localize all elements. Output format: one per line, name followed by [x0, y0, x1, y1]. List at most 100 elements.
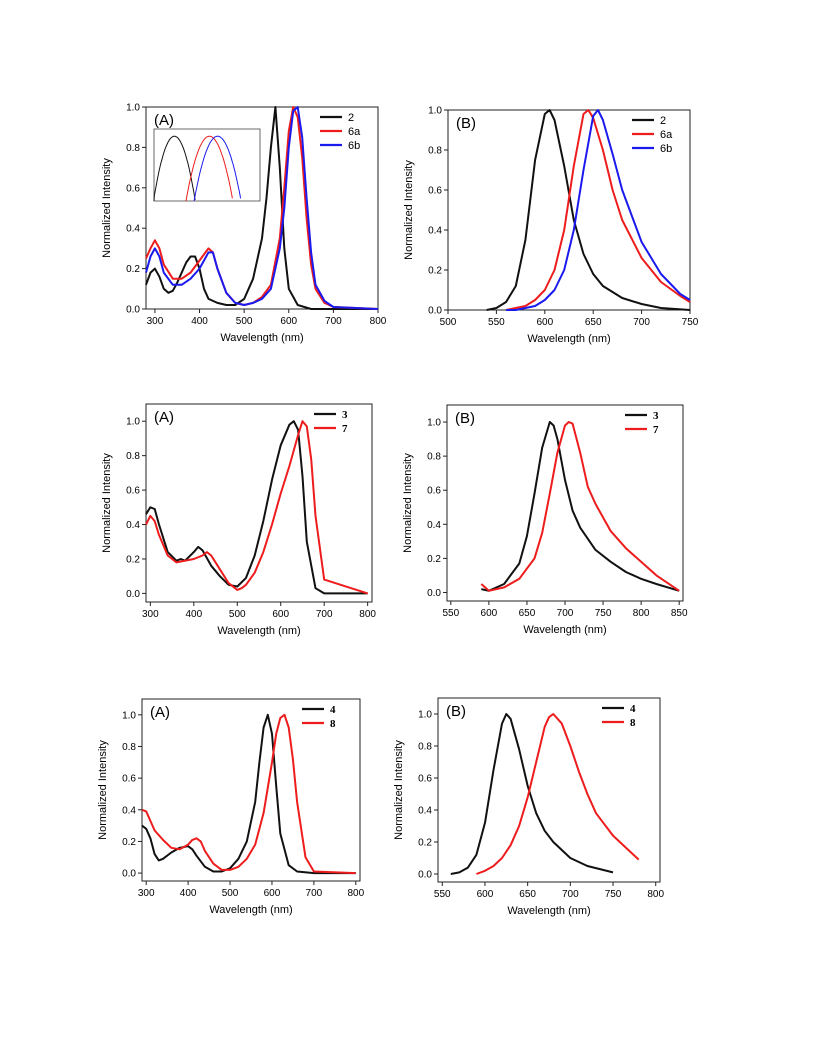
- x-tick-label: 700: [557, 608, 574, 619]
- y-tick-label: 1.0: [126, 417, 140, 428]
- y-axis-label: Normalized Intensity: [402, 453, 414, 553]
- series-line-8: [476, 713, 640, 875]
- y-tick-label: 0.0: [418, 870, 432, 881]
- legend-label-6b: 6b: [348, 140, 360, 152]
- y-tick-label: 0.4: [427, 520, 441, 531]
- y-tick-label: 0.4: [418, 806, 432, 817]
- panel-label: (A): [154, 112, 174, 129]
- x-axis-label: Wavelength (nm): [217, 625, 300, 637]
- y-tick-label: 1.0: [122, 710, 136, 721]
- y-tick-label: 0.8: [126, 143, 140, 154]
- series-line-7: [145, 420, 369, 595]
- series-line-4: [450, 713, 614, 875]
- series-line-8: [141, 713, 356, 875]
- series-line-2: [145, 106, 378, 310]
- plot-frame: [141, 698, 361, 882]
- y-tick-label: 0.2: [122, 837, 136, 848]
- x-tick-label: 500: [440, 317, 457, 328]
- y-tick-label: 0.0: [427, 588, 441, 599]
- x-tick-label: 700: [316, 609, 333, 620]
- inset-panel: [153, 128, 261, 202]
- x-tick-label: 550: [488, 317, 505, 328]
- x-tick-label: 700: [562, 889, 579, 900]
- series-line-6a: [505, 109, 691, 311]
- legend-label-8: 8: [330, 718, 336, 730]
- legend-label-4: 4: [630, 703, 636, 715]
- y-tick-label: 0.4: [126, 224, 140, 235]
- y-tick-label: 0.4: [428, 226, 442, 237]
- x-tick-label: 300: [147, 316, 164, 327]
- x-tick-label: 850: [671, 608, 688, 619]
- plot-frame: [145, 403, 373, 603]
- x-tick-label: 600: [280, 316, 297, 327]
- panel-label: (B): [456, 115, 476, 132]
- y-axis-label: Normalized Intensity: [403, 160, 415, 260]
- chart-panel-row3-A: 300 400 500 600 700 800 0.0 0.2 0.4 0.6 0.8 1.0 Wave…: [97, 698, 365, 916]
- y-tick-label: 0.0: [126, 305, 140, 316]
- x-tick-label: 650: [519, 889, 536, 900]
- x-tick-label: 550: [434, 889, 451, 900]
- legend-label-6a: 6a: [348, 126, 361, 138]
- y-tick-label: 0.4: [122, 805, 136, 816]
- y-tick-label: 0.6: [418, 774, 432, 785]
- x-tick-label: 300: [138, 888, 155, 899]
- x-tick-label: 800: [647, 889, 664, 900]
- series-line-3: [481, 421, 680, 592]
- legend-label-7: 7: [653, 424, 659, 436]
- inset-curve-2: [185, 135, 233, 202]
- x-tick-label: 600: [477, 889, 494, 900]
- inset-curve-3: [193, 135, 242, 202]
- y-tick-label: 0.2: [126, 554, 140, 565]
- x-tick-label: 750: [682, 317, 699, 328]
- inset-frame: [153, 128, 261, 202]
- x-tick-label: 800: [370, 316, 387, 327]
- panel-label: (A): [154, 409, 174, 426]
- y-tick-label: 0.6: [428, 186, 442, 197]
- x-tick-label: 650: [585, 317, 602, 328]
- y-tick-label: 1.0: [428, 106, 442, 117]
- legend-label-8: 8: [630, 717, 636, 729]
- x-tick-label: 550: [442, 608, 459, 619]
- y-tick-label: 0.0: [428, 306, 442, 317]
- y-tick-label: 0.6: [126, 183, 140, 194]
- y-tick-label: 0.8: [428, 146, 442, 157]
- legend-label-3: 3: [653, 410, 659, 422]
- y-axis-label: Normalized Intensity: [393, 740, 405, 840]
- y-tick-label: 1.0: [427, 418, 441, 429]
- legend-label-6b: 6b: [660, 143, 672, 155]
- x-tick-label: 500: [222, 888, 239, 899]
- chart-panel-row2-B: 550 600 650 700 750 800 850 0.0 0.2 0.4 0.6 0.8 1.0 W…: [402, 404, 688, 636]
- panel-label: (B): [446, 703, 466, 720]
- x-tick-label: 750: [605, 889, 622, 900]
- y-tick-label: 0.2: [418, 838, 432, 849]
- x-tick-label: 650: [519, 608, 536, 619]
- y-axis-label: Normalized Intensity: [101, 453, 113, 553]
- chart-panel-row1-B: 500 550 600 650 700 750 0.0 0.2 0.4 0.6 0.8 1.0 Wave…: [403, 106, 699, 346]
- y-tick-label: 1.0: [418, 710, 432, 721]
- x-tick-label: 600: [481, 608, 498, 619]
- legend-label-2: 2: [348, 112, 354, 124]
- y-tick-label: 0.2: [428, 266, 442, 277]
- series-line-6b: [145, 106, 379, 310]
- y-tick-label: 0.6: [126, 486, 140, 497]
- y-tick-label: 0.2: [126, 264, 140, 275]
- y-tick-label: 0.0: [122, 869, 136, 880]
- x-axis-label: Wavelength (nm): [527, 333, 610, 345]
- y-tick-label: 0.6: [122, 774, 136, 785]
- y-tick-label: 1.0: [126, 103, 140, 114]
- chart-panel-row1-A: 300 400 500 600 700 800 0.0 0.2 0.4 0.6 0.8 1.0 Wave…: [101, 103, 387, 345]
- x-tick-label: 400: [191, 316, 208, 327]
- series-line-4: [141, 713, 356, 875]
- chart-panel-row3-B: 550 600 650 700 750 800 0.0 0.2 0.4 0.6 0.8 1.0 Wave…: [393, 697, 665, 917]
- x-tick-label: 750: [595, 608, 612, 619]
- x-tick-label: 800: [633, 608, 650, 619]
- x-tick-label: 600: [536, 317, 553, 328]
- x-tick-label: 700: [633, 317, 650, 328]
- y-tick-label: 0.8: [418, 742, 432, 753]
- x-tick-label: 700: [306, 888, 323, 899]
- legend-label-4: 4: [330, 704, 336, 716]
- plot-frame: [145, 106, 379, 310]
- x-tick-label: 800: [359, 609, 376, 620]
- plot-frame: [446, 404, 684, 602]
